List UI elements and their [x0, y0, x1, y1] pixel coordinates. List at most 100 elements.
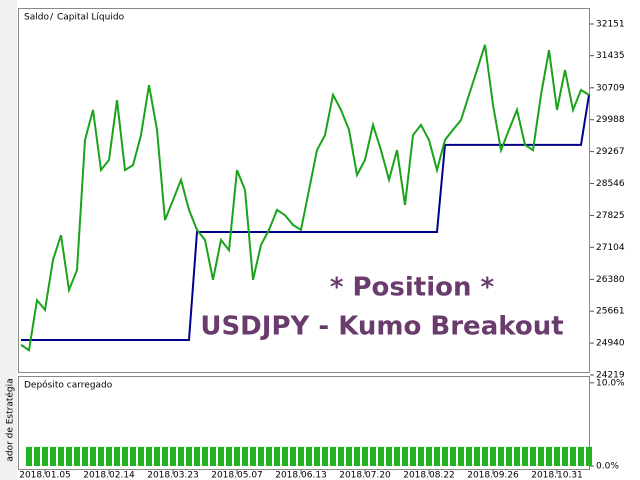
load-bar	[554, 446, 560, 466]
load-bar	[282, 446, 288, 466]
load-bar	[338, 446, 344, 466]
legend-equity: Capital Líquido	[57, 13, 125, 23]
y-tick-label: 10.0%	[596, 378, 625, 388]
legend-balance: Saldo	[24, 13, 49, 23]
load-bar	[586, 446, 592, 466]
load-bar	[258, 446, 264, 466]
load-bar	[250, 446, 256, 466]
load-bar	[266, 446, 272, 466]
x-tick-label: 2018.05.07	[211, 471, 263, 480]
y-tick-label: 24940	[596, 339, 625, 349]
load-bar	[218, 446, 224, 466]
x-tick-label: 2018.06.13	[275, 471, 327, 480]
load-bar	[34, 446, 40, 466]
y-tick-label: 0.0%	[596, 462, 619, 472]
load-bar	[562, 446, 568, 466]
load-bar	[522, 446, 528, 466]
load-bar	[274, 446, 280, 466]
x-tick-label: 2018.10.31	[531, 471, 583, 480]
load-bar	[458, 446, 464, 466]
load-bar	[290, 446, 296, 466]
series-line	[21, 94, 590, 342]
load-bar	[138, 446, 144, 466]
annotation: * Position *	[330, 273, 495, 303]
y-tick-label: 25661	[596, 307, 625, 317]
y-tick-label: 29267	[596, 147, 625, 157]
load-bar	[466, 446, 472, 466]
load-bar	[434, 446, 440, 466]
load-bar	[570, 446, 576, 466]
load-bar	[114, 446, 120, 466]
load-bar	[442, 446, 448, 466]
load-bar	[178, 446, 184, 466]
x-tick-label: 2018.03.23	[147, 471, 199, 480]
load-bar	[362, 446, 368, 466]
y-tick-label: 27825	[596, 211, 625, 221]
load-bar	[490, 446, 496, 466]
load-bar	[410, 446, 416, 466]
load-bar	[578, 446, 584, 466]
load-bar	[226, 446, 232, 466]
load-bar	[514, 446, 520, 466]
x-tick-label: 2018.01.05	[19, 471, 71, 480]
load-bar	[42, 446, 48, 466]
load-bar	[506, 446, 512, 466]
x-tick-label: 2018.07.20	[339, 471, 391, 480]
y-tick-label: 30709	[596, 83, 625, 93]
y-tick-label: 24219	[596, 371, 625, 381]
load-bar	[298, 446, 304, 466]
x-tick-label: 2018.09.26	[467, 471, 519, 480]
main-panel	[18, 8, 590, 373]
load-bar	[378, 446, 384, 466]
load-bar	[474, 446, 480, 466]
annotation: USDJPY - Kumo Breakout	[200, 312, 563, 342]
load-bar	[186, 446, 192, 466]
load-bar	[354, 446, 360, 466]
load-bar	[306, 446, 312, 466]
y-tick-label: 29988	[596, 115, 625, 125]
load-bar	[202, 446, 208, 466]
y-tick-label: 32151	[596, 19, 625, 29]
side-label: ador de Estratégia	[5, 378, 16, 461]
load-bar	[98, 446, 104, 466]
load-bar	[106, 446, 112, 466]
load-bar	[162, 446, 168, 466]
load-bar	[90, 446, 96, 466]
load-bar	[546, 446, 552, 466]
y-tick-label: 26380	[596, 275, 625, 285]
side-strip	[0, 0, 17, 480]
load-bar	[82, 446, 88, 466]
load-bar	[234, 446, 240, 466]
load-bar	[194, 446, 200, 466]
series-line	[20, 44, 590, 352]
load-bar	[66, 446, 72, 466]
load-bar	[418, 446, 424, 466]
load-bar	[146, 446, 152, 466]
load-bar	[482, 446, 488, 466]
load-bar	[538, 446, 544, 466]
load-bar	[58, 446, 64, 466]
load-bar	[210, 446, 216, 466]
load-bar	[322, 446, 328, 466]
load-bar	[394, 446, 400, 466]
y-tick-label: 28546	[596, 179, 625, 189]
load-title: Depósito carregado	[24, 380, 113, 391]
load-bar	[370, 446, 376, 466]
load-bar	[450, 446, 456, 466]
y-tick-label: 31435	[596, 51, 625, 61]
load-bar	[498, 446, 504, 466]
x-tick-label: 2018.08.22	[403, 471, 455, 480]
load-bar	[386, 446, 392, 466]
load-bar	[426, 446, 432, 466]
load-bar	[130, 446, 136, 466]
load-bar	[26, 446, 32, 466]
load-bar	[330, 446, 336, 466]
load-bar	[314, 446, 320, 466]
load-bar	[170, 446, 176, 466]
load-bar	[530, 446, 536, 466]
load-bar	[346, 446, 352, 466]
load-bar	[122, 446, 128, 466]
load-bar	[50, 446, 56, 466]
load-bar	[154, 446, 160, 466]
